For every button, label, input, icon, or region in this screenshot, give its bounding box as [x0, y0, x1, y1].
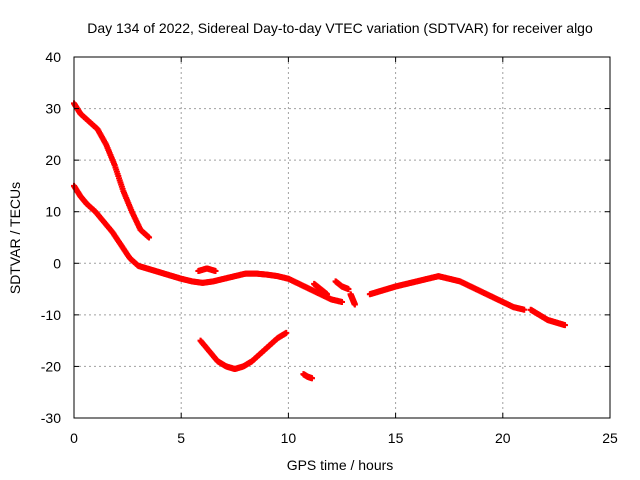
data-point — [351, 301, 358, 308]
x-tick-label: 25 — [602, 430, 618, 446]
data-points — [71, 100, 568, 382]
series-track-i — [366, 273, 528, 313]
y-tick-label: 30 — [45, 101, 61, 117]
series-track-j — [527, 306, 568, 329]
y-tick-label: -20 — [41, 358, 61, 374]
y-axis-label: SDTVAR / TECUs — [7, 182, 23, 294]
data-point — [323, 291, 330, 298]
data-point — [308, 375, 315, 382]
data-point — [339, 298, 345, 305]
data-point — [561, 322, 568, 329]
y-tick-label: -10 — [41, 307, 61, 323]
x-tick-label: 15 — [388, 430, 404, 446]
plot-frame — [73, 56, 611, 419]
grid-lines — [74, 57, 610, 418]
data-point — [345, 286, 352, 293]
data-point — [521, 306, 528, 313]
x-tick-label: 20 — [495, 430, 511, 446]
data-point — [146, 234, 153, 241]
chart-title: Day 134 of 2022, Sidereal Day-to-day VTE… — [87, 20, 593, 36]
axis-ticks: 0 5 10 15 20 25 -30 -20 -10 0 10 20 30 40 — [41, 49, 618, 446]
y-tick-label: 0 — [53, 255, 61, 271]
series-track-c — [197, 329, 290, 373]
series-track-f — [311, 280, 330, 298]
series-track-g — [332, 278, 352, 293]
series-track-b — [71, 182, 345, 305]
x-tick-label: 0 — [70, 430, 78, 446]
data-point — [283, 329, 290, 336]
series-track-a — [71, 100, 153, 241]
data-point — [212, 268, 219, 275]
y-tick-label: 40 — [45, 49, 61, 65]
series-track-h — [347, 291, 358, 308]
series-track-d — [195, 265, 219, 275]
y-tick-label: 10 — [45, 204, 61, 220]
x-tick-label: 10 — [281, 430, 297, 446]
y-tick-label: 20 — [45, 152, 61, 168]
series-track-e — [300, 371, 315, 382]
x-axis-label: GPS time / hours — [287, 457, 394, 473]
x-tick-label: 5 — [177, 430, 185, 446]
y-tick-label: -30 — [41, 410, 61, 426]
